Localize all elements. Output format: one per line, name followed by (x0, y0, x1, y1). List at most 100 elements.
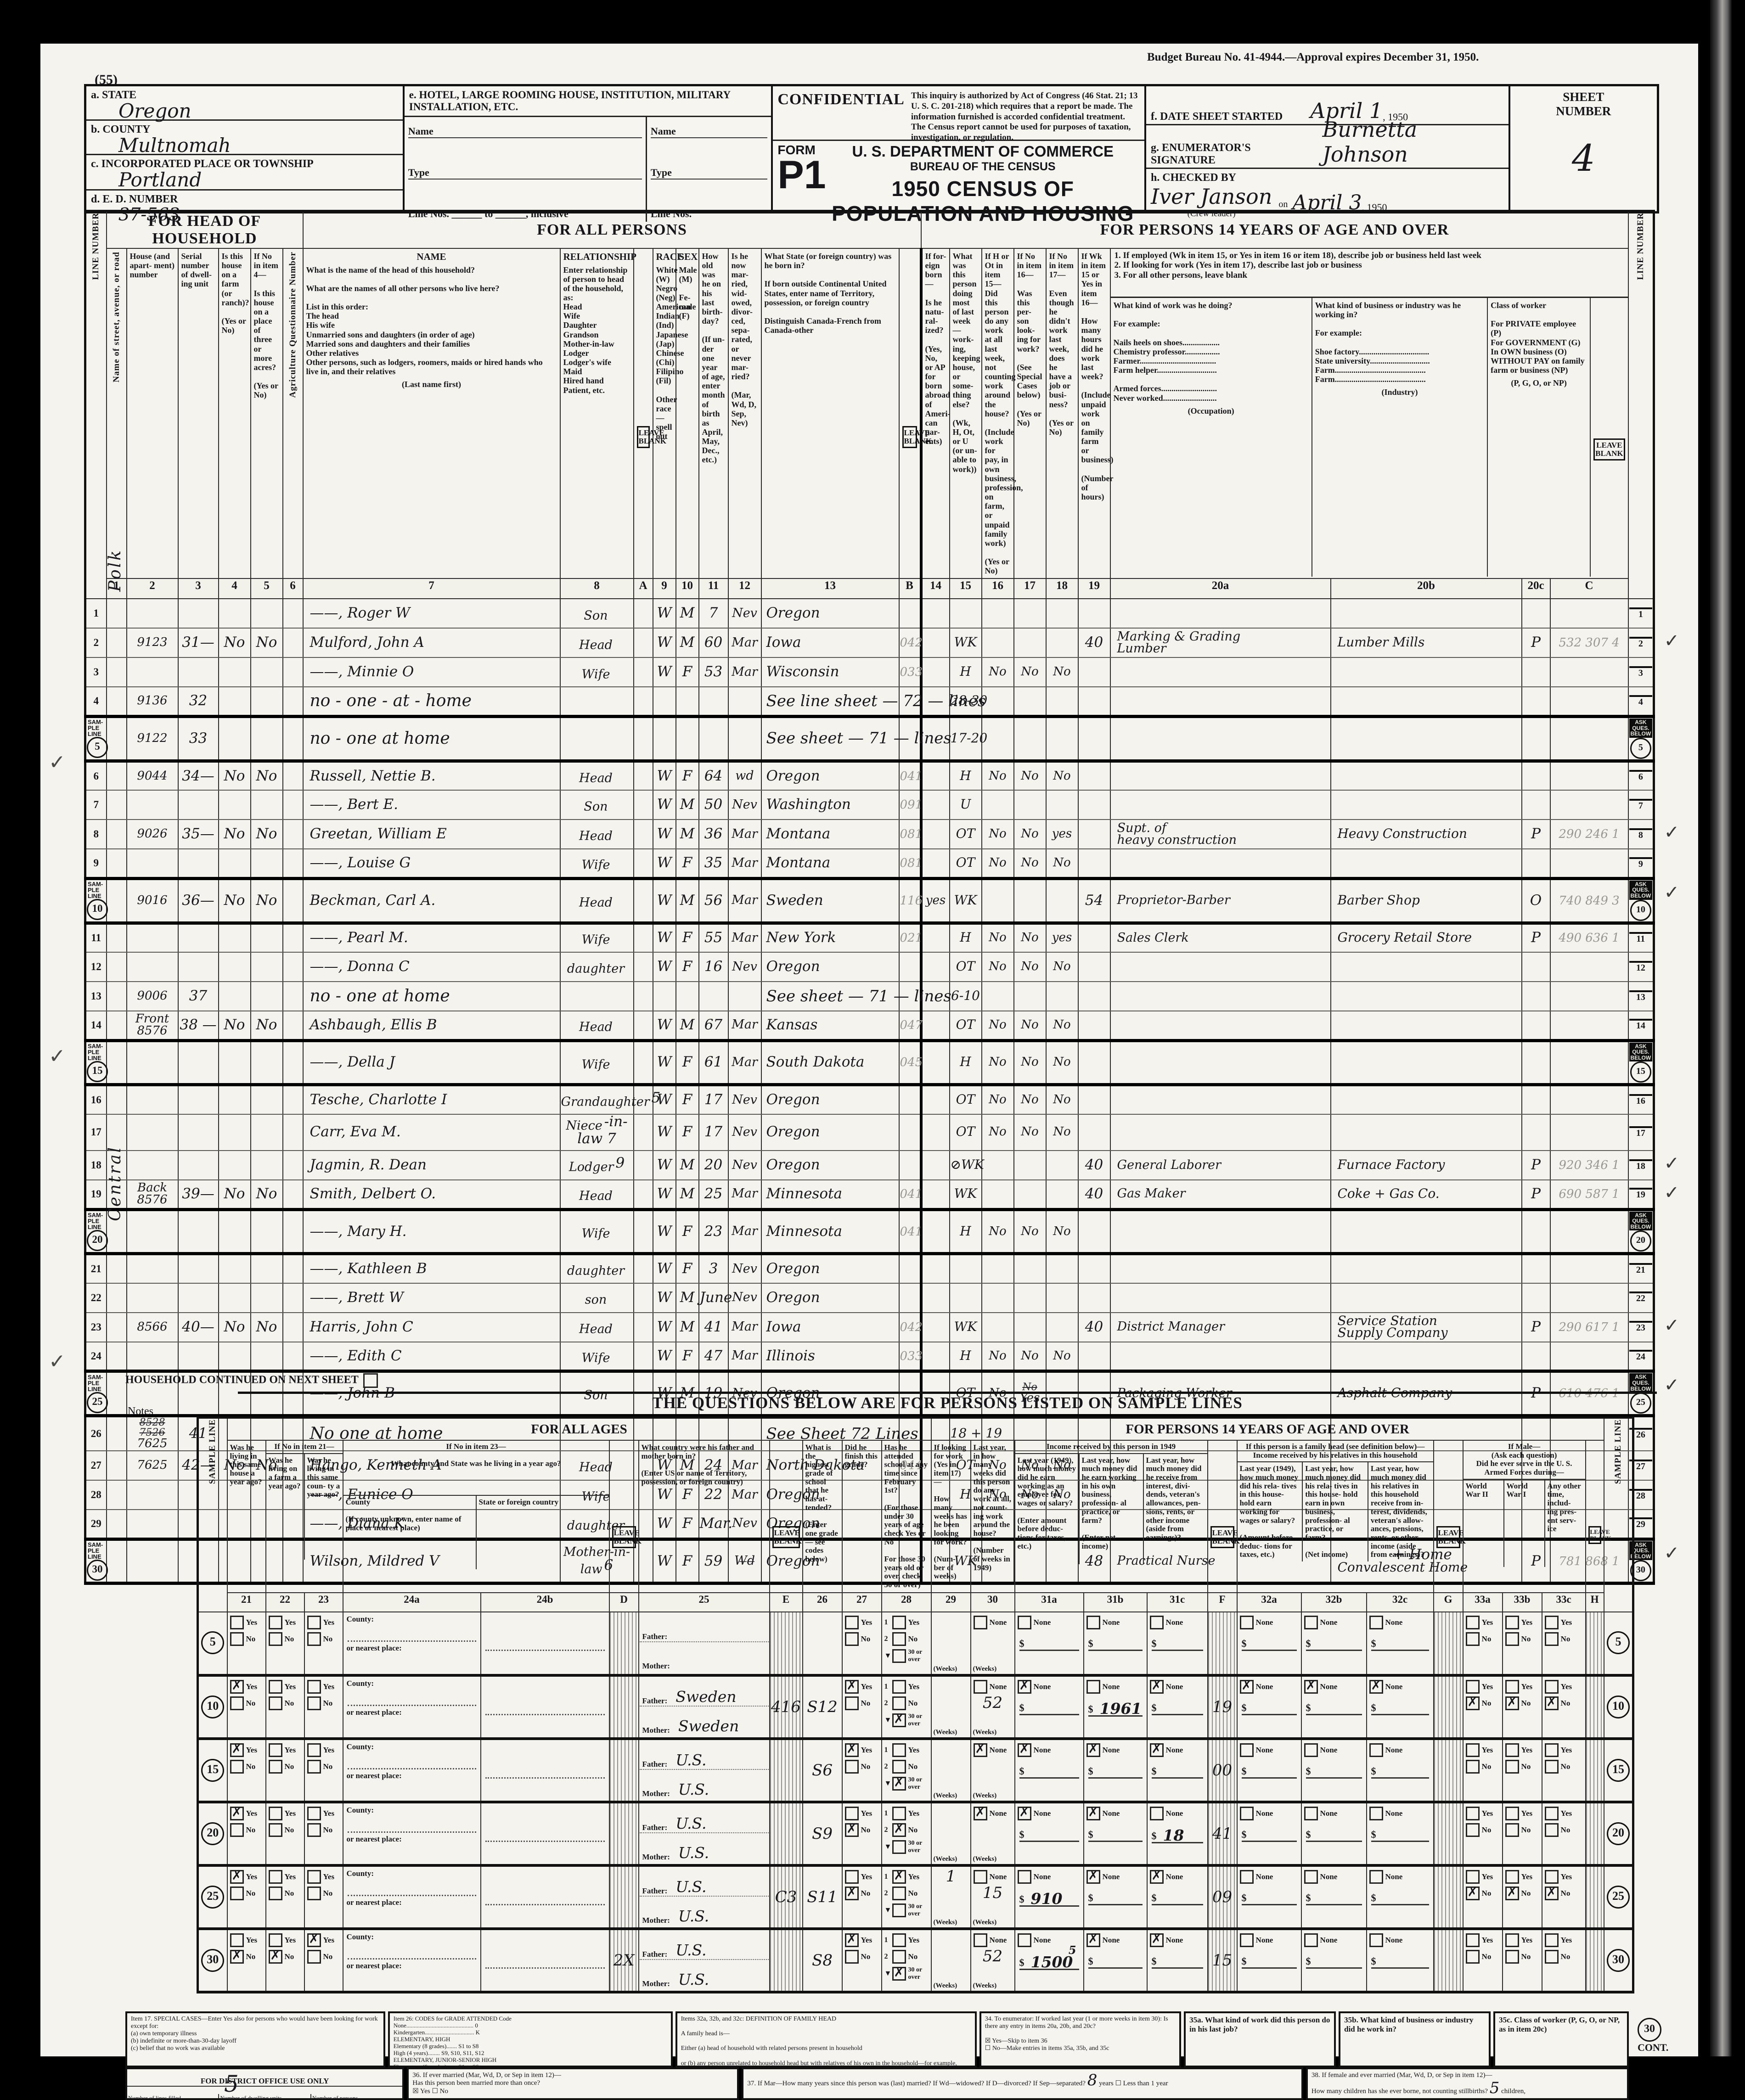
q28-no-checkbox[interactable] (892, 1949, 906, 1964)
q21-no-checkbox[interactable] (230, 1886, 244, 1900)
q22-yes-checkbox[interactable] (268, 1870, 282, 1884)
income-none-checkbox[interactable]: ✗ (1369, 1679, 1383, 1694)
income-none-checkbox[interactable] (1369, 1806, 1383, 1820)
ww2-yes-checkbox[interactable] (1465, 1743, 1480, 1757)
other-service-no-checkbox[interactable] (1544, 1949, 1559, 1964)
other-service-yes-checkbox[interactable] (1544, 1870, 1559, 1884)
q23-no-checkbox[interactable] (307, 1886, 321, 1900)
q28-yes-checkbox[interactable] (892, 1933, 906, 1947)
ww1-yes-checkbox[interactable] (1505, 1743, 1519, 1757)
q22-no-checkbox[interactable] (268, 1632, 282, 1646)
ww1-yes-checkbox[interactable] (1505, 1806, 1519, 1820)
q23-yes-checkbox[interactable] (307, 1870, 321, 1884)
income-none-checkbox[interactable] (1017, 1933, 1031, 1947)
ww2-yes-checkbox[interactable] (1465, 1933, 1480, 1947)
income-none-checkbox[interactable] (1086, 1679, 1100, 1694)
q28-no-checkbox[interactable] (892, 1632, 906, 1646)
q21-yes-checkbox[interactable]: ✗ (230, 1743, 244, 1757)
ww2-yes-checkbox[interactable] (1465, 1806, 1480, 1820)
ww1-no-checkbox[interactable] (1505, 1632, 1519, 1646)
income-none-checkbox[interactable] (1369, 1933, 1383, 1947)
q28-no-checkbox[interactable] (892, 1886, 906, 1900)
income-none-checkbox[interactable] (1304, 1743, 1318, 1757)
income-none-checkbox[interactable] (1304, 1615, 1318, 1629)
q23-no-checkbox[interactable] (307, 1696, 321, 1710)
q28-no-checkbox[interactable] (892, 1759, 906, 1774)
q28-yes-checkbox[interactable]: ✗ (892, 1870, 906, 1884)
ww1-no-checkbox[interactable] (1505, 1949, 1519, 1964)
income-none-checkbox[interactable] (1304, 1806, 1318, 1820)
ww1-no-checkbox[interactable] (1505, 1823, 1519, 1837)
other-service-no-checkbox[interactable] (1544, 1759, 1559, 1774)
other-service-yes-checkbox[interactable] (1544, 1806, 1559, 1820)
q23-yes-checkbox[interactable] (307, 1679, 321, 1694)
q27-yes-checkbox[interactable]: ✗ (844, 1933, 859, 1947)
ww1-no-checkbox[interactable]: ✗ (1505, 1886, 1519, 1900)
q27-yes-checkbox[interactable]: ✗ (844, 1743, 859, 1757)
income-none-checkbox[interactable] (1369, 1743, 1383, 1757)
q21-yes-checkbox[interactable]: ✗ (230, 1870, 244, 1884)
income-none-checkbox[interactable] (1239, 1806, 1254, 1820)
q22-yes-checkbox[interactable] (268, 1679, 282, 1694)
income-none-checkbox[interactable] (1239, 1615, 1254, 1629)
q21-no-checkbox[interactable]: ✗ (230, 1949, 244, 1964)
income-none-checkbox[interactable]: ✗ (1149, 1933, 1164, 1947)
q28-over30-checkbox[interactable]: ✗ (892, 1966, 906, 1981)
income-none-checkbox[interactable] (1017, 1870, 1031, 1884)
income-none-checkbox[interactable]: ✗ (1149, 1870, 1164, 1884)
weeks-none-checkbox[interactable] (973, 1679, 987, 1694)
income-none-checkbox[interactable]: ✗ (1086, 1933, 1100, 1947)
q21-yes-checkbox[interactable] (230, 1615, 244, 1629)
q27-yes-checkbox[interactable]: ✗ (844, 1679, 859, 1694)
ww2-yes-checkbox[interactable] (1465, 1679, 1480, 1694)
income-none-checkbox[interactable] (1239, 1870, 1254, 1884)
ww1-yes-checkbox[interactable] (1505, 1870, 1519, 1884)
income-none-checkbox[interactable] (1239, 1743, 1254, 1757)
ww2-no-checkbox[interactable] (1465, 1632, 1480, 1646)
q28-over30-checkbox[interactable] (892, 1903, 906, 1917)
income-none-checkbox[interactable] (1239, 1933, 1254, 1947)
income-none-checkbox[interactable]: ✗ (1304, 1679, 1318, 1694)
ww2-no-checkbox[interactable]: ✗ (1465, 1696, 1480, 1710)
income-none-checkbox[interactable] (1304, 1870, 1318, 1884)
income-none-checkbox[interactable]: ✗ (1149, 1743, 1164, 1757)
q21-yes-checkbox[interactable] (230, 1933, 244, 1947)
ww1-yes-checkbox[interactable] (1505, 1615, 1519, 1629)
q22-yes-checkbox[interactable] (268, 1933, 282, 1947)
q28-over30-checkbox[interactable]: ✗ (892, 1713, 906, 1727)
q27-no-checkbox[interactable]: ✗ (844, 1823, 859, 1837)
income-none-checkbox[interactable]: ✗ (1017, 1743, 1031, 1757)
other-service-no-checkbox[interactable] (1544, 1823, 1559, 1837)
q28-yes-checkbox[interactable] (892, 1615, 906, 1629)
q21-no-checkbox[interactable] (230, 1632, 244, 1646)
q21-no-checkbox[interactable] (230, 1759, 244, 1774)
q23-yes-checkbox[interactable]: ✗ (307, 1933, 321, 1947)
weeks-none-checkbox[interactable] (973, 1933, 987, 1947)
q22-no-checkbox[interactable] (268, 1696, 282, 1710)
q21-no-checkbox[interactable] (230, 1823, 244, 1837)
q23-no-checkbox[interactable] (307, 1823, 321, 1837)
q27-yes-checkbox[interactable] (844, 1806, 859, 1820)
q23-yes-checkbox[interactable] (307, 1743, 321, 1757)
weeks-none-checkbox[interactable] (973, 1615, 987, 1629)
ww1-no-checkbox[interactable] (1505, 1759, 1519, 1774)
q22-no-checkbox[interactable] (268, 1823, 282, 1837)
ww2-yes-checkbox[interactable] (1465, 1615, 1480, 1629)
income-none-checkbox[interactable] (1369, 1615, 1383, 1629)
q28-over30-checkbox[interactable]: ✗ (892, 1776, 906, 1791)
income-none-checkbox[interactable]: ✗ (1086, 1743, 1100, 1757)
q22-yes-checkbox[interactable] (268, 1806, 282, 1820)
ww1-yes-checkbox[interactable] (1505, 1933, 1519, 1947)
income-none-checkbox[interactable]: ✗ (1086, 1806, 1100, 1820)
income-none-checkbox[interactable]: ✗ (1239, 1679, 1254, 1694)
q22-no-checkbox[interactable]: ✗ (268, 1949, 282, 1964)
weeks-none-checkbox[interactable]: ✗ (973, 1743, 987, 1757)
weeks-none-checkbox[interactable] (973, 1870, 987, 1884)
ww1-yes-checkbox[interactable] (1505, 1679, 1519, 1694)
other-service-yes-checkbox[interactable] (1544, 1615, 1559, 1629)
income-none-checkbox[interactable] (1149, 1806, 1164, 1820)
income-none-checkbox[interactable] (1304, 1933, 1318, 1947)
q23-no-checkbox[interactable] (307, 1759, 321, 1774)
q23-no-checkbox[interactable] (307, 1632, 321, 1646)
q22-yes-checkbox[interactable] (268, 1743, 282, 1757)
